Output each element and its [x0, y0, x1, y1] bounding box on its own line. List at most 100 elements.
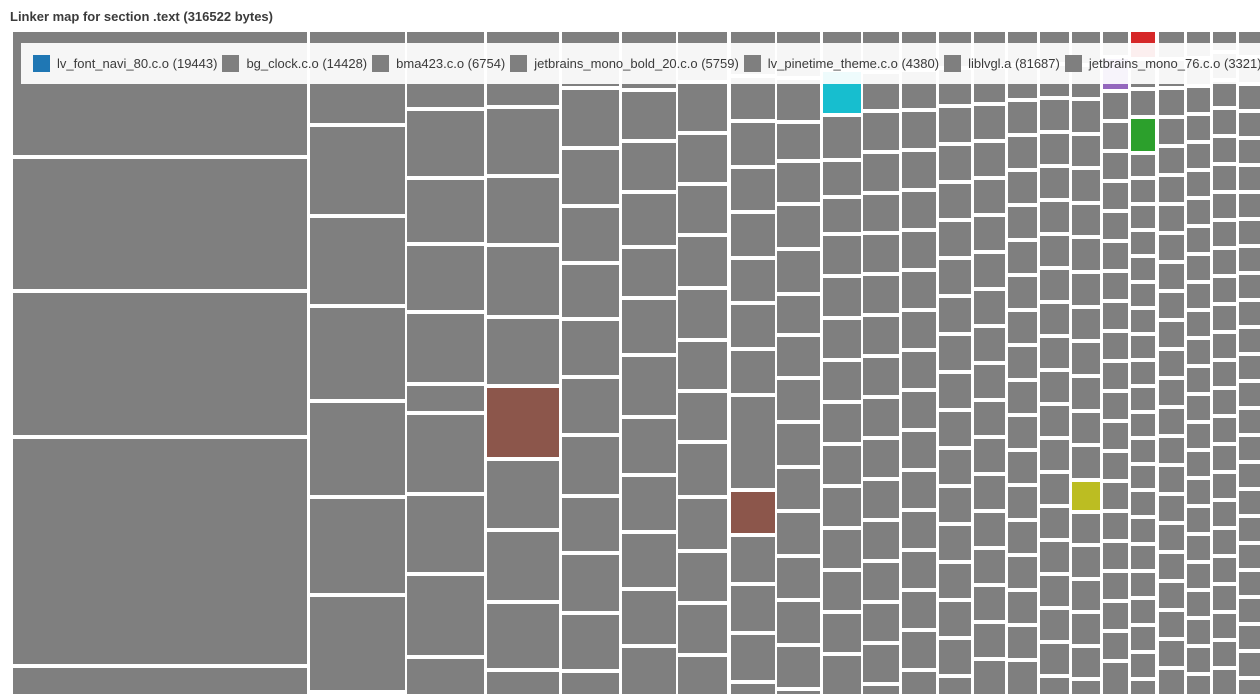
- treemap-rect[interactable]: [407, 246, 484, 310]
- treemap-rect[interactable]: [1040, 576, 1069, 606]
- treemap-rect[interactable]: [1040, 100, 1069, 130]
- treemap-rect[interactable]: [1239, 302, 1260, 325]
- treemap-rect[interactable]: [1159, 496, 1184, 521]
- treemap-rect[interactable]: [1239, 572, 1260, 595]
- treemap-rect[interactable]: [863, 235, 899, 272]
- treemap-rect[interactable]: [1239, 194, 1260, 217]
- treemap-rect[interactable]: [1131, 681, 1155, 694]
- treemap-rect[interactable]: [777, 80, 820, 120]
- treemap-rect[interactable]: [1040, 474, 1069, 504]
- treemap-rect[interactable]: [939, 678, 971, 694]
- treemap-rect[interactable]: [622, 300, 676, 353]
- treemap-rect[interactable]: [1040, 678, 1069, 694]
- treemap-rect[interactable]: [902, 592, 936, 628]
- treemap-rect[interactable]: [939, 450, 971, 484]
- treemap-rect[interactable]: [1187, 284, 1210, 308]
- treemap-rect[interactable]: [1159, 641, 1184, 666]
- treemap-rect[interactable]: [1040, 270, 1069, 300]
- treemap-rect[interactable]: [1187, 508, 1210, 532]
- treemap-rect[interactable]: [939, 488, 971, 522]
- treemap-rect[interactable]: [407, 576, 484, 655]
- treemap-rect[interactable]: [1103, 453, 1128, 479]
- treemap-rect[interactable]: [974, 439, 1005, 472]
- treemap-rect[interactable]: [622, 143, 676, 190]
- treemap-rect[interactable]: [407, 496, 484, 572]
- treemap-rect[interactable]: [1103, 153, 1128, 179]
- treemap-rect[interactable]: [863, 440, 899, 477]
- treemap-rect[interactable]: [902, 312, 936, 348]
- treemap-rect[interactable]: [863, 686, 899, 694]
- treemap-rect[interactable]: [863, 399, 899, 436]
- treemap-rect[interactable]: [1072, 205, 1100, 235]
- treemap-rect[interactable]: [1213, 334, 1236, 358]
- treemap-rect[interactable]: [1072, 101, 1100, 132]
- treemap-rect[interactable]: [622, 194, 676, 245]
- treemap-rect[interactable]: [1159, 322, 1184, 347]
- treemap-rect[interactable]: [1131, 573, 1155, 596]
- treemap-rect[interactable]: [1213, 250, 1236, 274]
- treemap-rect[interactable]: [1103, 393, 1128, 419]
- treemap-rect[interactable]: [1103, 123, 1128, 149]
- treemap-rect[interactable]: [731, 78, 775, 119]
- treemap-rect[interactable]: [902, 472, 936, 508]
- treemap-rect[interactable]: [863, 522, 899, 559]
- treemap-rect[interactable]: [678, 605, 727, 653]
- treemap-rect[interactable]: [1187, 144, 1210, 168]
- treemap-rect[interactable]: [622, 477, 676, 530]
- treemap-rect[interactable]: [1103, 573, 1128, 599]
- treemap-rect[interactable]: [823, 162, 861, 195]
- treemap-rect[interactable]: [974, 254, 1005, 287]
- treemap-rect[interactable]: [678, 237, 727, 286]
- treemap-rect[interactable]: [1072, 343, 1100, 374]
- treemap-rect[interactable]: [1239, 167, 1260, 190]
- treemap-rect[interactable]: [1103, 483, 1128, 509]
- treemap-rect[interactable]: [1159, 119, 1184, 144]
- treemap-rect[interactable]: [863, 154, 899, 191]
- treemap-rect[interactable]: [823, 278, 861, 316]
- treemap-rect[interactable]: [731, 305, 775, 347]
- treemap-rect[interactable]: [1159, 293, 1184, 318]
- treemap-rect[interactable]: [1187, 676, 1210, 694]
- treemap-rect[interactable]: [1072, 547, 1100, 577]
- treemap-rect[interactable]: [1131, 258, 1155, 280]
- treemap-rect[interactable]: [974, 550, 1005, 583]
- treemap-rect[interactable]: [974, 402, 1005, 435]
- treemap-rect[interactable]: [1213, 558, 1236, 582]
- treemap-rect[interactable]: [1103, 543, 1128, 569]
- treemap-rect[interactable]: [1213, 418, 1236, 442]
- treemap-rect[interactable]: [622, 357, 676, 415]
- treemap-rect[interactable]: [974, 513, 1005, 546]
- treemap-rect[interactable]: [1131, 310, 1155, 332]
- treemap-rect[interactable]: [1213, 110, 1236, 134]
- treemap-rect[interactable]: [902, 432, 936, 468]
- treemap-rect[interactable]: [939, 184, 971, 218]
- treemap-rect[interactable]: [1239, 437, 1260, 460]
- treemap-rect[interactable]: [1159, 554, 1184, 579]
- treemap-rect[interactable]: [902, 112, 936, 148]
- treemap-rect[interactable]: [1008, 627, 1037, 658]
- treemap-rect[interactable]: [1008, 242, 1037, 273]
- treemap-rect[interactable]: [731, 214, 775, 256]
- treemap-rect[interactable]: [1008, 137, 1037, 168]
- treemap-rect[interactable]: [777, 206, 820, 247]
- treemap-rect-highlight[interactable]: [487, 388, 559, 457]
- treemap-rect[interactable]: [1239, 383, 1260, 406]
- treemap-rect[interactable]: [487, 461, 559, 528]
- treemap-rect[interactable]: [777, 647, 820, 687]
- treemap-rect[interactable]: [407, 415, 484, 492]
- treemap-rect[interactable]: [1040, 338, 1069, 368]
- treemap-rect[interactable]: [310, 127, 405, 214]
- treemap-rect[interactable]: [1159, 409, 1184, 434]
- treemap-rect[interactable]: [1239, 329, 1260, 352]
- treemap-rect[interactable]: [1213, 586, 1236, 610]
- treemap-rect[interactable]: [1213, 390, 1236, 414]
- treemap-rect[interactable]: [1103, 183, 1128, 209]
- treemap-rect[interactable]: [1040, 644, 1069, 674]
- treemap-rect[interactable]: [777, 691, 820, 694]
- treemap-rect[interactable]: [777, 251, 820, 292]
- treemap-rect[interactable]: [1159, 583, 1184, 608]
- treemap-rect[interactable]: [310, 308, 405, 399]
- treemap-rect[interactable]: [407, 659, 484, 694]
- treemap-rect[interactable]: [902, 152, 936, 188]
- treemap-rect[interactable]: [1131, 388, 1155, 410]
